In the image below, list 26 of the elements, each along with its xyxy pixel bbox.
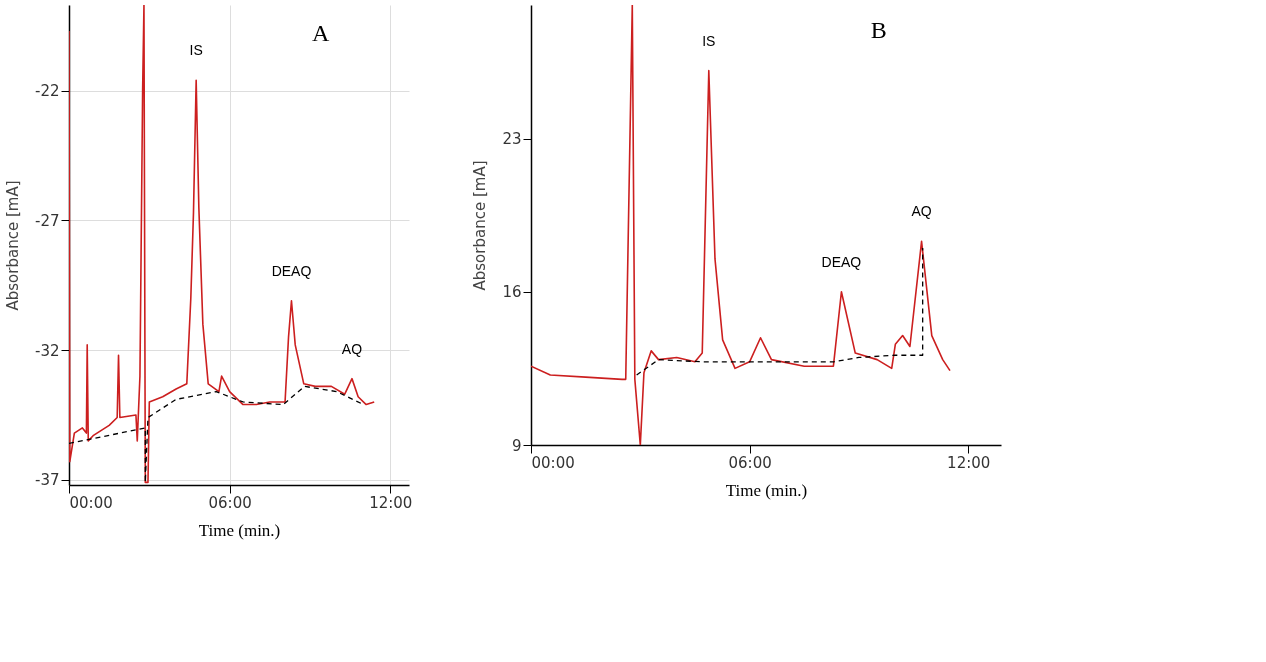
x-tick-label: 12:00: [947, 453, 991, 472]
x-tick-label: 06:00: [208, 493, 252, 512]
annotation: A: [311, 19, 330, 46]
x-tick-label: 12:00: [369, 493, 413, 512]
x-axis-title: Time (min.): [725, 480, 808, 500]
annotation: IS: [189, 42, 203, 59]
y-axis-title: Absorbance [mA]: [4, 180, 22, 311]
y-tick-label: 9: [511, 436, 522, 455]
y-axis-title: Absorbance [mA]: [471, 160, 490, 291]
x-tick-label: 00:00: [69, 493, 113, 512]
annotation: DEAQ: [821, 253, 862, 270]
annotation: IS: [702, 32, 716, 49]
annotation: AQ: [341, 340, 363, 357]
x-tick-label: 00:00: [531, 453, 575, 472]
y-tick-label: -27: [35, 211, 60, 230]
annotation: AQ: [911, 203, 932, 220]
y-tick-label: 16: [502, 283, 522, 302]
y-tick-label: 23: [502, 130, 522, 149]
line-series: [636, 247, 924, 376]
annotation: B: [870, 17, 887, 44]
y-tick-label: -37: [35, 471, 60, 490]
annotation: DEAQ: [271, 262, 312, 279]
y-tick-label: -32: [35, 341, 60, 360]
x-axis-title: Time (min.): [198, 520, 281, 540]
y-tick-label: -22: [35, 82, 60, 101]
x-tick-label: 06:00: [728, 453, 772, 472]
